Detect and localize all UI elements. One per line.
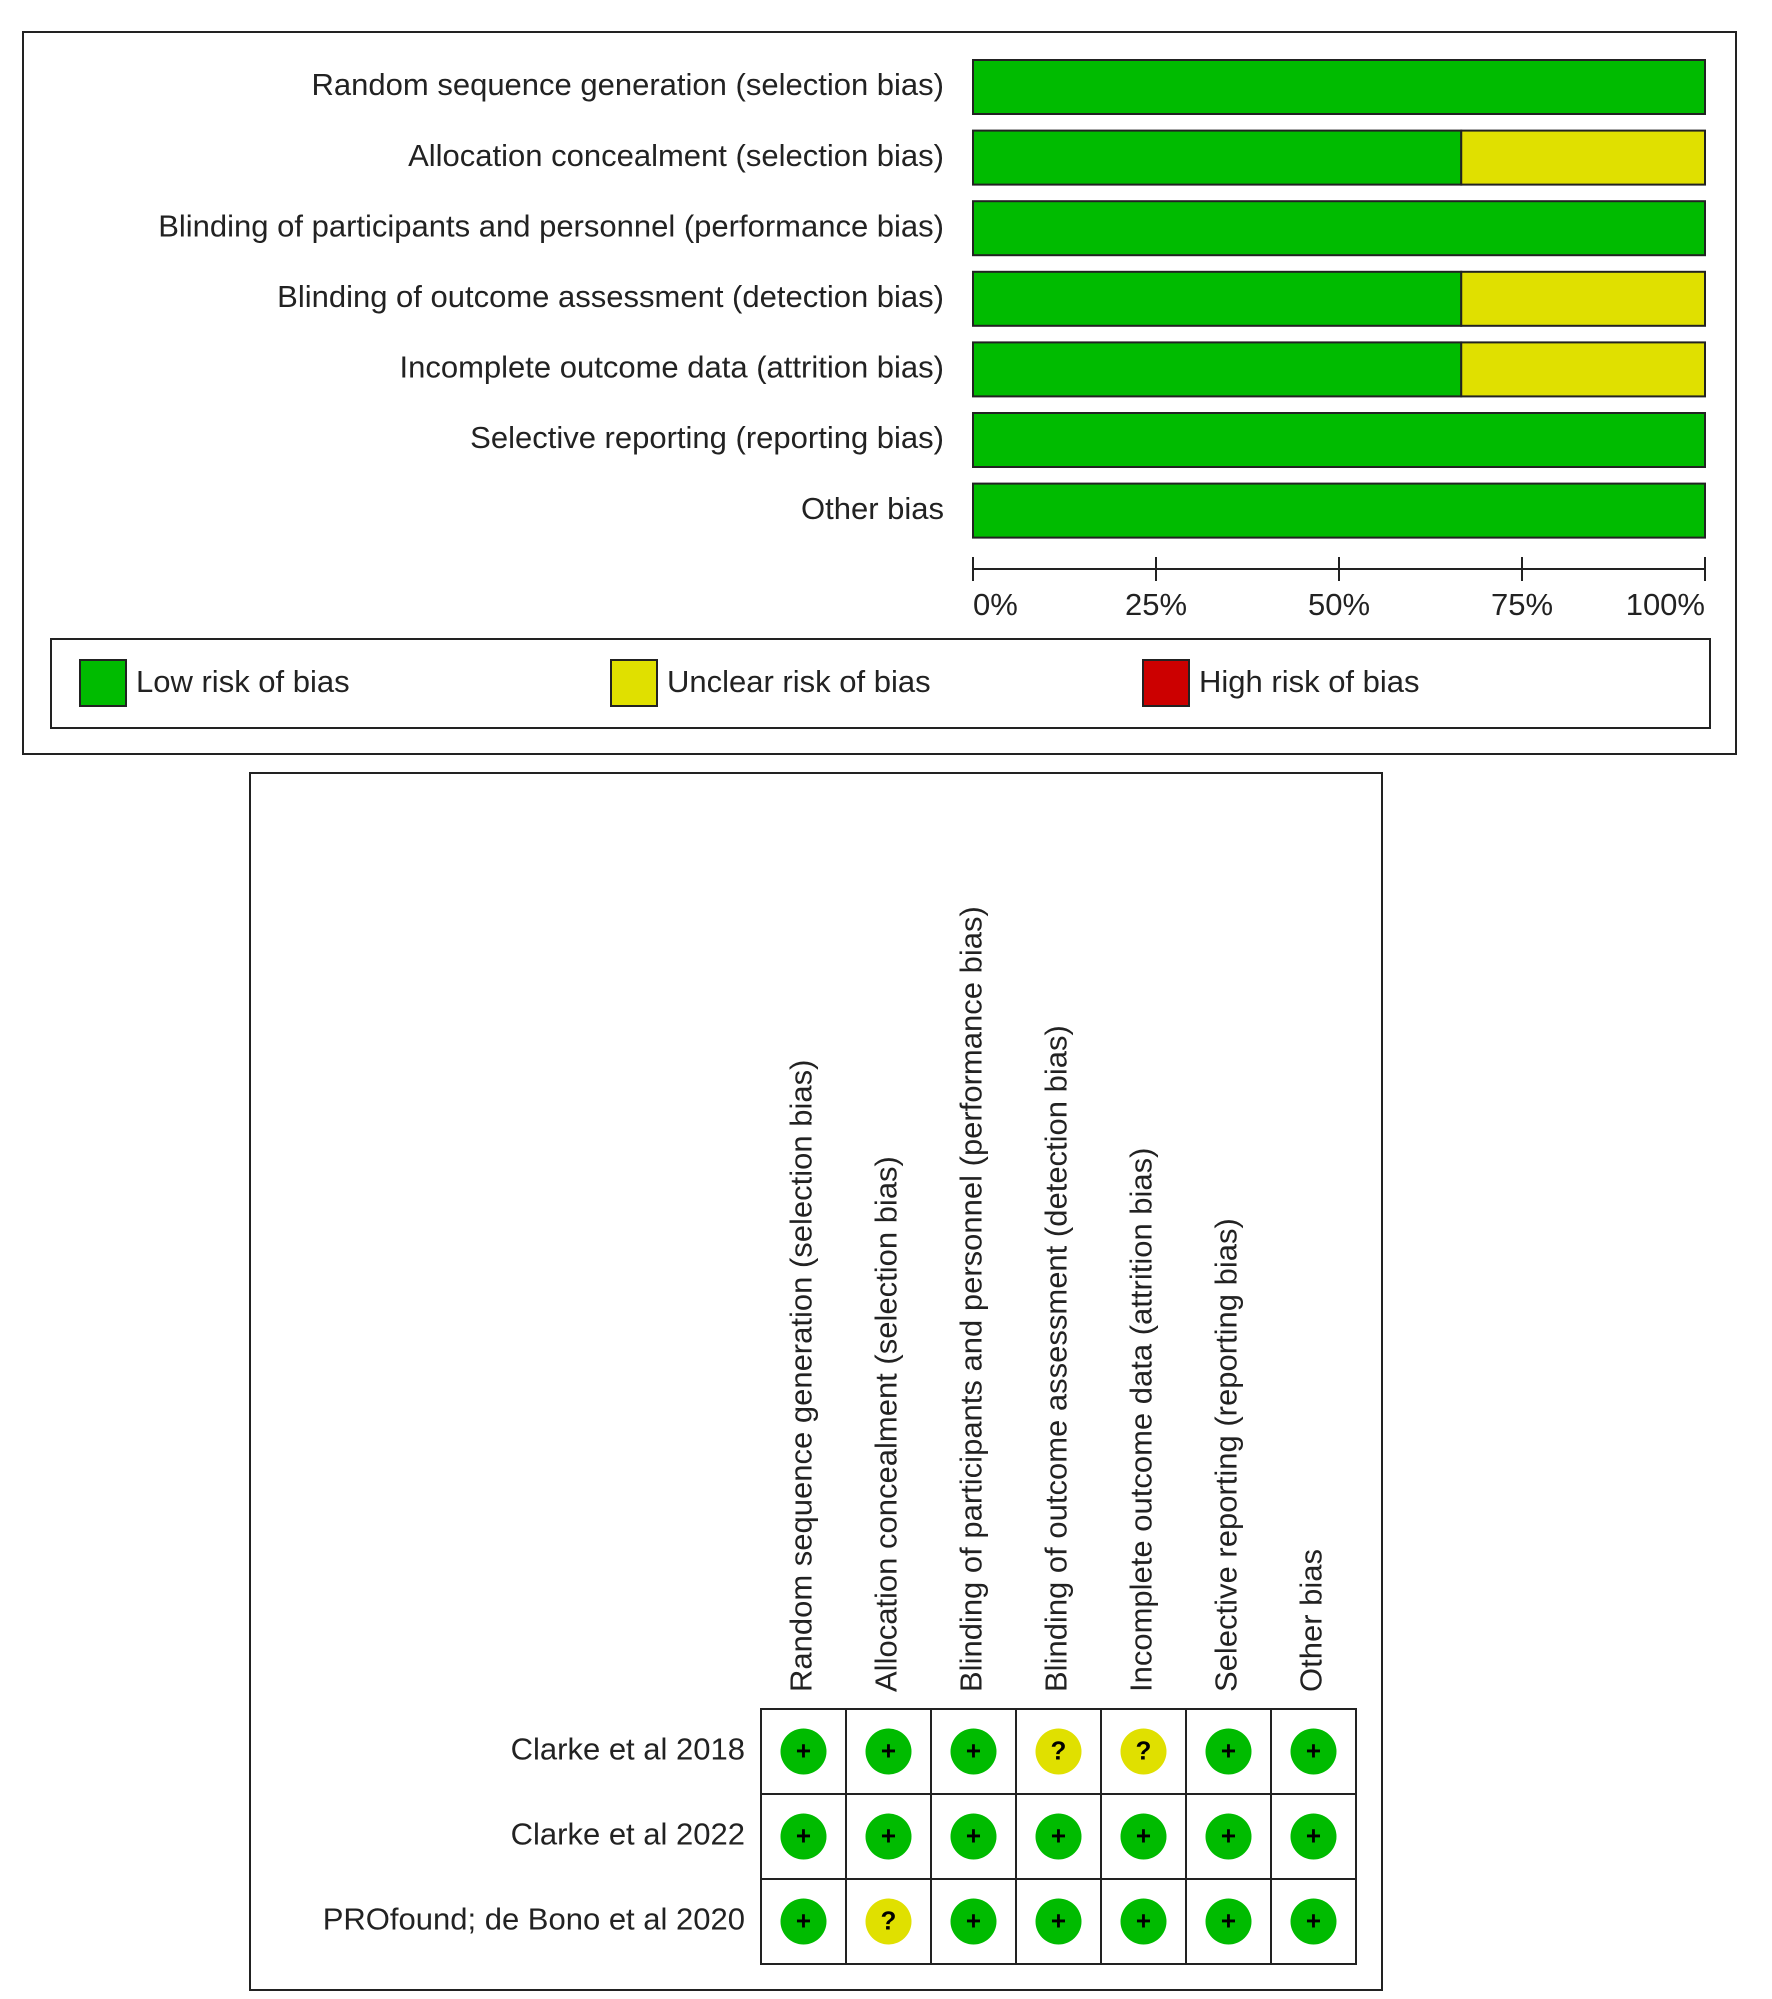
judgement-symbol: + <box>881 1820 896 1850</box>
judgement-symbol: + <box>1051 1905 1066 1935</box>
judgement-dot <box>1035 1898 1082 1945</box>
bar-segment <box>972 482 1706 539</box>
y-tick-label: Selective reporting (reporting bias) <box>470 420 944 455</box>
judgement-dot <box>1290 1813 1337 1860</box>
study-label: Clarke et al 2022 <box>511 1817 745 1852</box>
judgement-symbol: + <box>1136 1905 1151 1935</box>
legend-frame <box>50 638 1711 729</box>
judgement-symbol: + <box>966 1905 981 1935</box>
legend-label: High risk of bias <box>1199 664 1420 699</box>
judgement-dot <box>865 1898 912 1945</box>
x-tick-label: 100% <box>1626 587 1705 622</box>
bar-segment <box>972 59 1706 115</box>
study-label: PROfound; de Bono et al 2020 <box>323 1902 745 1937</box>
judgement-symbol: + <box>1306 1905 1321 1935</box>
column-header: Other bias <box>1294 1549 1329 1692</box>
judgement-dot <box>1205 1898 1252 1945</box>
judgement-dot <box>780 1898 827 1945</box>
judgement-symbol: + <box>1051 1820 1066 1850</box>
legend-swatch <box>1142 659 1190 707</box>
judgement-symbol: + <box>881 1735 896 1765</box>
judgement-dot <box>1290 1898 1337 1945</box>
y-tick-label: Allocation concealment (selection bias) <box>408 138 944 173</box>
y-tick-label: Blinding of outcome assessment (detectio… <box>277 279 944 314</box>
judgement-dot <box>950 1898 997 1945</box>
bar-segment <box>1460 270 1707 327</box>
judgement-symbol: + <box>966 1820 981 1850</box>
judgement-dot <box>780 1728 827 1775</box>
column-header: Blinding of participants and personnel (… <box>954 906 989 1692</box>
bar-segment <box>972 341 1463 398</box>
judgement-dot <box>1205 1728 1252 1775</box>
column-header: Allocation concealment (selection bias) <box>869 1156 904 1692</box>
legend-swatch <box>610 659 658 707</box>
study-label: Clarke et al 2018 <box>511 1732 745 1767</box>
bar-segment <box>972 412 1706 468</box>
judgement-symbol: + <box>1221 1905 1236 1935</box>
x-tick-label: 75% <box>1491 587 1553 622</box>
judgement-dot <box>950 1813 997 1860</box>
judgement-symbol: + <box>796 1820 811 1850</box>
column-header: Incomplete outcome data (attrition bias) <box>1124 1148 1159 1693</box>
y-tick-label: Blinding of participants and personnel (… <box>158 208 944 243</box>
judgement-dot <box>865 1728 912 1775</box>
column-header: Blinding of outcome assessment (detectio… <box>1039 1025 1074 1692</box>
table-cell <box>1270 1878 1357 1965</box>
bar-segment <box>972 200 1706 257</box>
legend-label: Unclear risk of bias <box>667 664 931 699</box>
x-tick-label: 50% <box>1308 587 1370 622</box>
judgement-dot <box>865 1813 912 1860</box>
summary-frame <box>249 772 1383 1991</box>
judgement-dot <box>950 1728 997 1775</box>
judgement-symbol: + <box>1221 1735 1236 1765</box>
judgement-dot <box>1290 1728 1337 1775</box>
bar-segment <box>1460 341 1707 398</box>
judgement-dot <box>1035 1813 1082 1860</box>
judgement-symbol: ? <box>1051 1735 1067 1765</box>
judgement-symbol: + <box>1306 1735 1321 1765</box>
judgement-symbol: + <box>1136 1820 1151 1850</box>
judgement-symbol: ? <box>1136 1735 1152 1765</box>
y-tick-label: Incomplete outcome data (attrition bias) <box>400 350 945 385</box>
judgement-dot <box>1120 1898 1167 1945</box>
legend-label: Low risk of bias <box>136 664 350 699</box>
bar-segment <box>1460 129 1707 186</box>
x-tick-label: 25% <box>1125 587 1187 622</box>
bar-segment <box>972 129 1463 186</box>
legend-swatch <box>79 659 127 707</box>
bar-segment <box>972 270 1463 327</box>
judgement-dot <box>1120 1728 1167 1775</box>
y-tick-label: Other bias <box>801 491 944 526</box>
judgement-symbol: + <box>966 1735 981 1765</box>
judgement-symbol: + <box>1306 1820 1321 1850</box>
judgement-symbol: ? <box>881 1905 897 1935</box>
judgement-symbol: + <box>796 1905 811 1935</box>
x-tick-label: 0% <box>973 587 1018 622</box>
judgement-dot <box>1120 1813 1167 1860</box>
judgement-dot <box>1035 1728 1082 1775</box>
y-tick-label: Random sequence generation (selection bi… <box>312 67 944 102</box>
judgement-symbol: + <box>796 1735 811 1765</box>
graph-frame <box>22 31 1737 755</box>
column-header: Random sequence generation (selection bi… <box>784 1060 819 1692</box>
judgement-symbol: + <box>1221 1820 1236 1850</box>
column-header: Selective reporting (reporting bias) <box>1209 1218 1244 1692</box>
judgement-dot <box>1205 1813 1252 1860</box>
judgement-dot <box>780 1813 827 1860</box>
